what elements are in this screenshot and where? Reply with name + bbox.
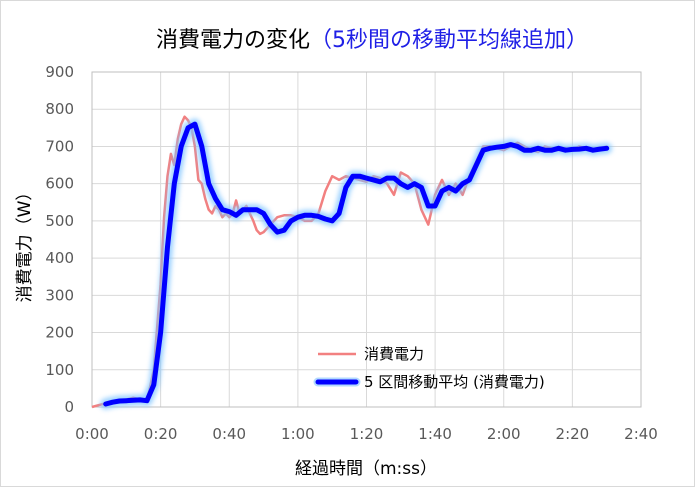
- y-tick-label: 200: [45, 324, 74, 342]
- chart-title-main: 消費電力の変化: [156, 28, 310, 53]
- y-axis-title: 消費電力（W）: [15, 184, 35, 303]
- y-tick-label: 700: [45, 137, 74, 155]
- y-tick-label: 300: [45, 286, 74, 304]
- series-lines: [91, 115, 613, 410]
- series-2-line: [103, 121, 610, 407]
- x-tick-label: 1:20: [350, 425, 384, 443]
- legend-label-series-1: 消費電力: [364, 345, 424, 363]
- x-tick-label: 1:00: [281, 425, 315, 443]
- y-axis-ticks: 0 100 200 300 400 500 600 700 800 900: [45, 63, 74, 416]
- x-tick-label: 2:40: [624, 425, 658, 443]
- x-tick-label: 0:00: [75, 425, 109, 443]
- x-tick-label: 0:20: [144, 425, 178, 443]
- x-tick-label: 1:40: [418, 425, 452, 443]
- y-tick-label: 800: [45, 100, 74, 118]
- legend: 消費電力 5 区間移動平均 (消費電力): [313, 345, 545, 391]
- x-tick-label: 2:00: [487, 425, 521, 443]
- series-2-glow: [100, 118, 613, 410]
- y-tick-label: 400: [45, 249, 74, 267]
- y-tick-label: 0: [64, 398, 74, 416]
- chart-title-suffix: （5秒間の移動平均線追加）: [310, 28, 588, 53]
- gridlines: [91, 71, 642, 408]
- y-tick-label: 100: [45, 361, 74, 379]
- y-tick-label: 900: [45, 63, 74, 81]
- plot-border: [91, 71, 642, 408]
- chart-title: 消費電力の変化（5秒間の移動平均線追加）: [156, 28, 588, 53]
- x-tick-label: 0:40: [212, 425, 246, 443]
- y-tick-label: 600: [45, 175, 74, 193]
- legend-label-series-2: 5 区間移動平均 (消費電力): [364, 373, 545, 391]
- x-tick-label: 2:20: [556, 425, 590, 443]
- x-axis-ticks: 0:00 0:20 0:40 1:00 1:20 1:40 2:00 2:20 2:40: [75, 425, 658, 443]
- y-tick-label: 500: [45, 212, 74, 230]
- x-axis-title: 経過時間（m:ss）: [295, 459, 437, 479]
